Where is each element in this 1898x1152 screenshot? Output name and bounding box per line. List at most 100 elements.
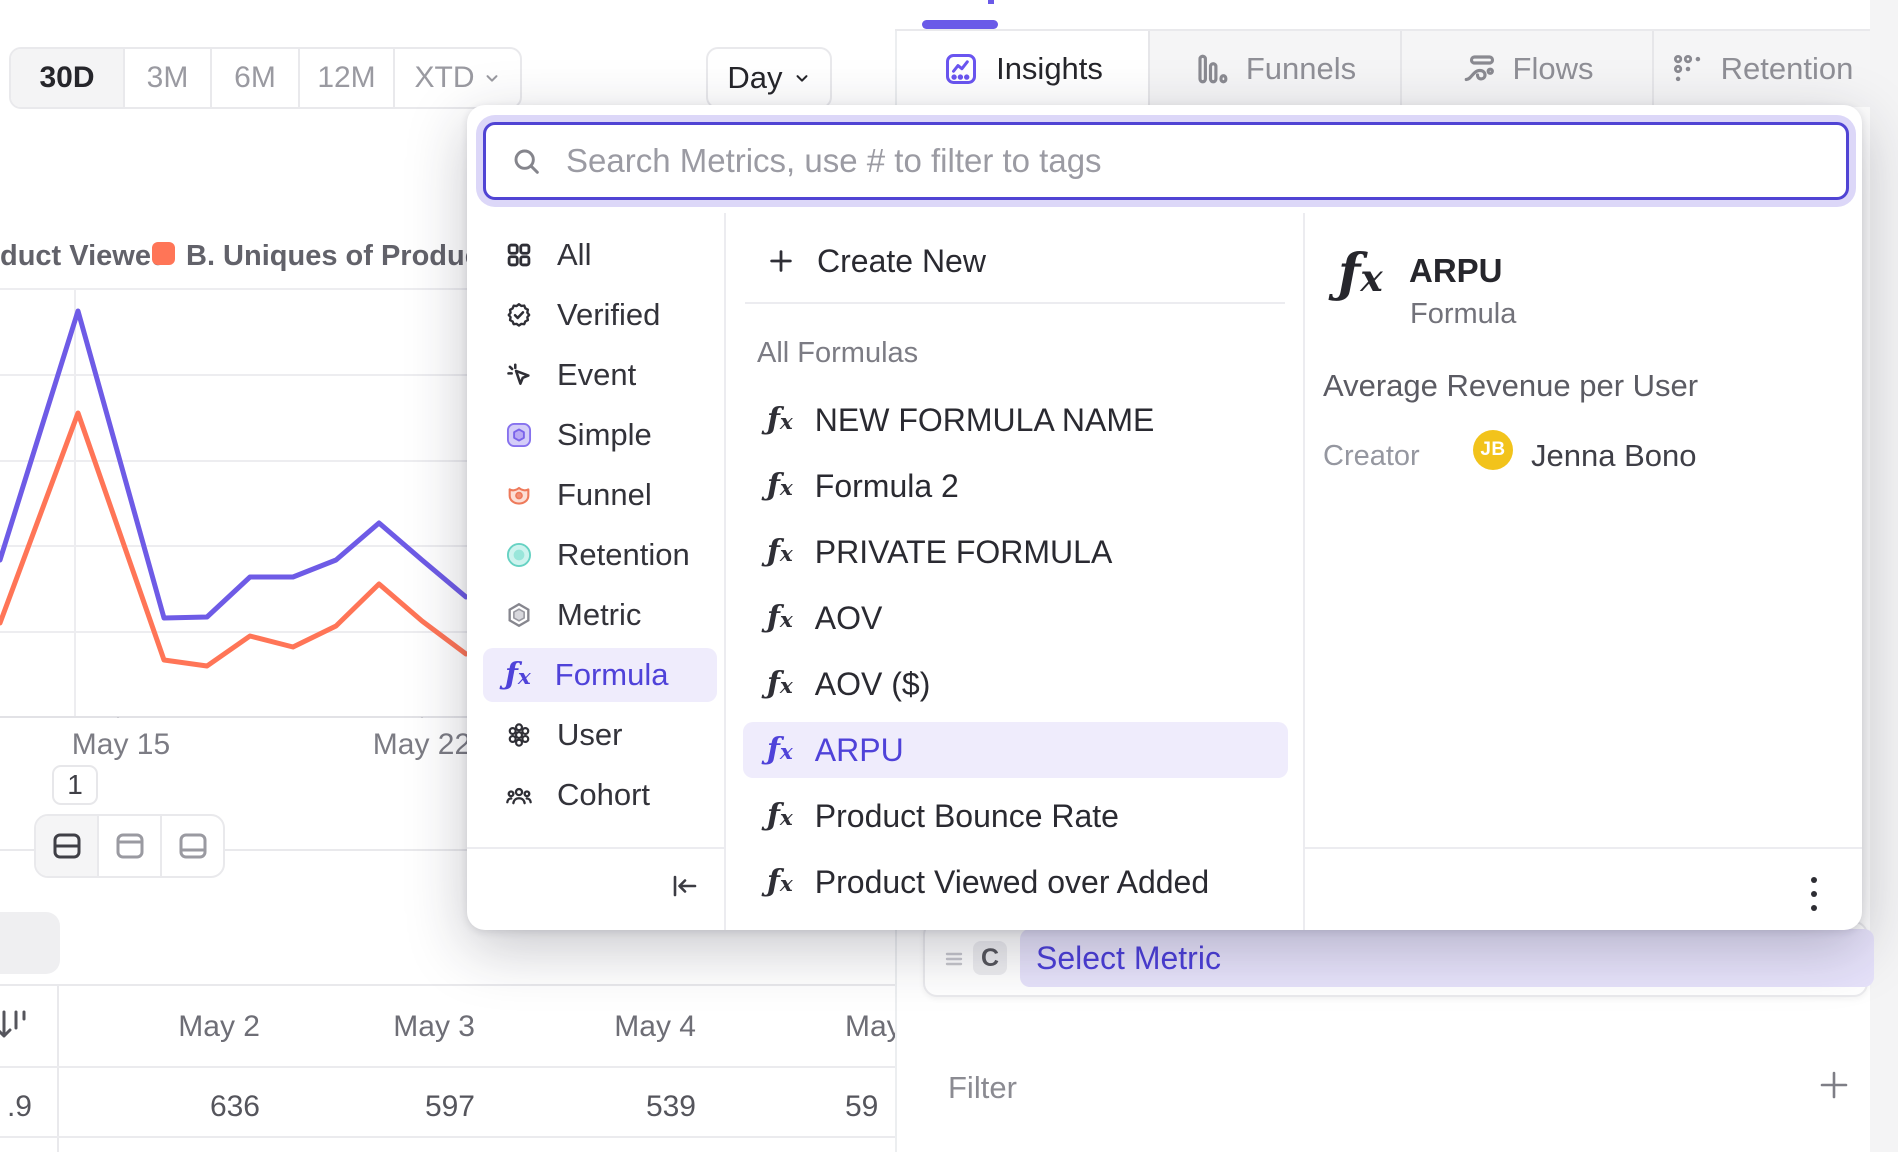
list-section-header: All Formulas — [757, 337, 919, 369]
category-metric[interactable]: Metric — [483, 588, 717, 642]
metric-search — [483, 122, 1849, 200]
table-col-header[interactable]: May 4 — [614, 1010, 696, 1043]
formula-list-item[interactable]: ƒx Formula 2 — [743, 458, 1288, 514]
layout-split-horizontal-button[interactable] — [36, 816, 99, 876]
formula-name: Product Viewed over Added — [814, 863, 1210, 900]
formula-icon: ƒx — [767, 864, 793, 899]
category-user[interactable]: User — [483, 708, 717, 762]
kebab-menu-icon[interactable] — [1807, 872, 1821, 916]
category-event[interactable]: Event — [483, 348, 717, 402]
time-range-3m[interactable]: 3M — [125, 49, 212, 107]
report-tab-indicator-fragment — [988, 0, 994, 4]
sort-icon[interactable] — [0, 1008, 32, 1042]
chart-type-side-tab[interactable] — [0, 912, 60, 974]
time-range-xtd[interactable]: XTD — [395, 49, 520, 107]
tab-flows[interactable]: Flows — [1402, 31, 1654, 107]
search-input[interactable] — [564, 141, 1846, 181]
grid-all-icon — [507, 243, 531, 267]
category-label: Funnel — [557, 477, 652, 512]
formula-name: PRIVATE FORMULA — [814, 533, 1113, 570]
user-cluster-icon — [508, 723, 530, 747]
table-col-header[interactable]: May — [845, 1010, 895, 1043]
formula-list-item[interactable]: ƒx PRIVATE FORMULA — [743, 524, 1288, 580]
time-range-30d[interactable]: 30D — [11, 49, 125, 107]
chevron-down-icon — [486, 75, 497, 82]
formula-icon: ƒx — [767, 666, 793, 701]
metric-hexagon-icon — [508, 602, 530, 628]
report-left-region: 30D 3M 6M 12M XTD Day duct Viewed B. Uni… — [0, 0, 895, 1152]
time-range-12m[interactable]: 12M — [300, 49, 395, 107]
category-formula[interactable]: ƒx Formula — [483, 648, 717, 702]
time-range-group: 30D 3M 6M 12M XTD — [9, 47, 522, 109]
formula-list-item[interactable]: ƒx Product Bounce Rate — [743, 788, 1288, 844]
layout-split-horizontal-icon — [53, 833, 80, 859]
layout-top-panel-button[interactable] — [99, 816, 162, 876]
legend-series-a-label[interactable]: duct Viewed — [0, 240, 169, 272]
formula-icon: ƒx — [767, 402, 793, 437]
formula-list-item[interactable]: ƒx NEW FORMULA NAME — [743, 392, 1288, 448]
tab-insights[interactable]: Insights — [897, 31, 1150, 107]
flows-icon — [1464, 55, 1494, 82]
time-range-6m[interactable]: 6M — [212, 49, 300, 107]
metric-letter-badge[interactable]: C — [973, 941, 1007, 975]
series-b-line[interactable] — [0, 410, 469, 669]
category-label: User — [557, 717, 623, 752]
category-verified[interactable]: Verified — [483, 288, 717, 342]
detail-title: ARPU — [1409, 252, 1503, 289]
formula-list-item[interactable]: ƒx AOV ($) — [743, 656, 1288, 712]
category-label: Formula — [554, 657, 669, 692]
layout-top-panel-icon — [116, 833, 143, 859]
series-a-line[interactable] — [0, 308, 469, 621]
divider — [895, 29, 1870, 31]
select-metric-label: Select Metric — [1036, 939, 1221, 976]
category-simple[interactable]: Simple — [483, 408, 717, 462]
formula-icon: ƒx — [767, 534, 793, 569]
search-icon — [514, 149, 539, 174]
table-row-divider — [0, 1136, 895, 1138]
retention-icon — [1673, 54, 1700, 82]
table-row-header-value: .9 — [6, 1090, 32, 1123]
formula-list-item[interactable]: ƒx Product Viewed over Added — [743, 854, 1288, 910]
creator-avatar: JB — [1473, 430, 1513, 470]
query-right-region: Insights Funnels Flows Retention C Selec… — [895, 0, 1898, 1152]
event-cursor-icon — [507, 363, 530, 385]
view-tabbar: Insights Funnels Flows Retention — [897, 31, 1870, 107]
add-filter-icon[interactable] — [1817, 1068, 1851, 1102]
drag-handle-icon[interactable] — [943, 948, 965, 970]
verified-badge-icon — [507, 303, 531, 327]
table-cell: 59 — [845, 1090, 879, 1123]
retention-metric-icon — [506, 542, 532, 568]
table-col-header[interactable]: May 3 — [393, 1010, 475, 1043]
collapse-sidebar-icon[interactable] — [667, 870, 701, 902]
category-retention[interactable]: Retention — [483, 528, 717, 582]
formula-name: Formula 2 — [814, 467, 959, 504]
create-new-row[interactable]: Create New — [743, 233, 1283, 289]
sidebar-footer-divider — [467, 847, 725, 849]
category-all[interactable]: All — [483, 228, 717, 282]
category-funnel[interactable]: Funnel — [483, 468, 717, 522]
granularity-dropdown[interactable]: Day — [706, 47, 832, 109]
select-metric-button[interactable]: Select Metric — [1020, 929, 1874, 987]
category-sidebar: All Verified Event Simple Funnel Retenti… — [483, 228, 717, 822]
formula-icon: ƒx — [767, 600, 793, 635]
category-label: Metric — [557, 597, 642, 632]
pagination-page-button[interactable]: 1 — [52, 765, 98, 805]
funnels-icon — [1198, 54, 1228, 84]
divider — [724, 213, 726, 930]
formula-name: AOV ($) — [814, 665, 931, 702]
formula-list-item[interactable]: ƒx AOV — [743, 590, 1288, 646]
tab-label: Funnels — [1245, 51, 1357, 86]
formula-list-item-selected[interactable]: ƒx ARPU — [743, 722, 1288, 778]
category-cohort[interactable]: Cohort — [483, 768, 717, 822]
metric-picker-modal: All Verified Event Simple Funnel Retenti… — [467, 105, 1862, 930]
creator-initials: JB — [1480, 439, 1506, 460]
report-tab-indicator — [922, 20, 998, 29]
formula-icon: ƒx — [767, 468, 793, 503]
formula-icon: ƒx — [505, 657, 531, 692]
tab-funnels[interactable]: Funnels — [1150, 31, 1402, 107]
table-col-header[interactable]: May 2 — [178, 1010, 260, 1043]
time-range-label: 30D — [39, 61, 95, 94]
layout-bottom-panel-button[interactable] — [162, 816, 223, 876]
table-row-divider — [0, 1066, 895, 1068]
tab-retention[interactable]: Retention — [1654, 31, 1870, 107]
